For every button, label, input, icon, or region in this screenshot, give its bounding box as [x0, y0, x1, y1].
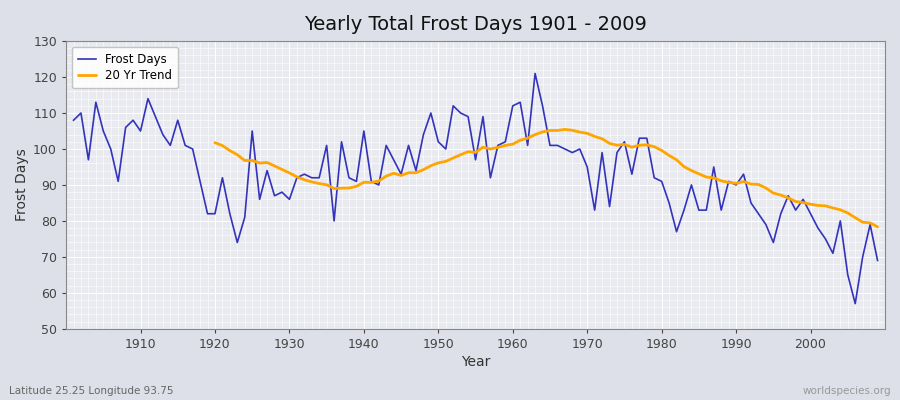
20 Yr Trend	[410, 170, 421, 175]
Y-axis label: Frost Days: Frost Days	[15, 148, 29, 221]
20 Yr Trend	[783, 196, 794, 200]
20 Yr Trend	[299, 177, 310, 182]
Frost Days	[292, 175, 302, 180]
Legend: Frost Days, 20 Yr Trend: Frost Days, 20 Yr Trend	[72, 47, 178, 88]
20 Yr Trend	[679, 164, 689, 169]
Text: Latitude 25.25 Longitude 93.75: Latitude 25.25 Longitude 93.75	[9, 386, 174, 396]
20 Yr Trend	[850, 215, 860, 220]
Frost Days	[128, 118, 139, 123]
Frost Days	[604, 204, 615, 209]
Frost Days	[508, 104, 518, 108]
20 Yr Trend	[210, 140, 220, 145]
Frost Days	[872, 258, 883, 263]
Frost Days	[850, 301, 860, 306]
20 Yr Trend	[560, 127, 571, 132]
Frost Days	[500, 140, 510, 144]
Frost Days	[530, 71, 541, 76]
20 Yr Trend	[872, 224, 883, 229]
Text: worldspecies.org: worldspecies.org	[803, 386, 891, 396]
20 Yr Trend	[768, 191, 778, 196]
Line: Frost Days: Frost Days	[74, 74, 878, 304]
X-axis label: Year: Year	[461, 355, 491, 369]
Frost Days	[68, 118, 79, 123]
Frost Days	[336, 140, 346, 144]
Line: 20 Yr Trend: 20 Yr Trend	[215, 129, 878, 227]
Title: Yearly Total Frost Days 1901 - 2009: Yearly Total Frost Days 1901 - 2009	[304, 15, 647, 34]
